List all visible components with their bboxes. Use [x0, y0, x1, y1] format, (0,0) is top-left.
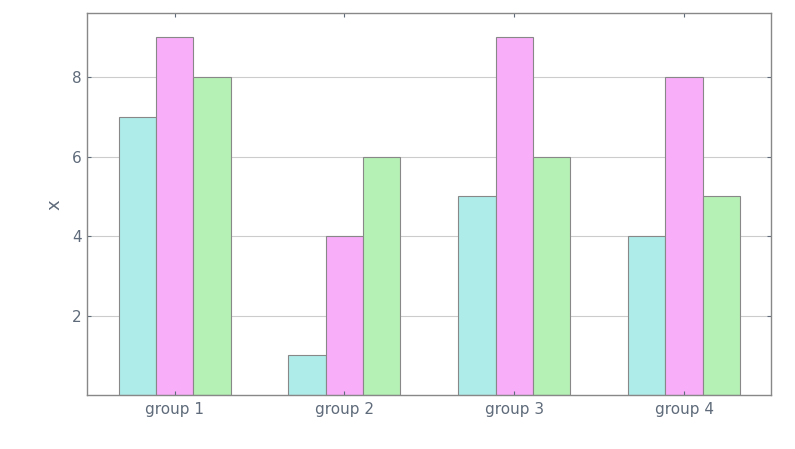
Bar [326, 236, 363, 395]
Bar [665, 77, 703, 395]
Bar [118, 117, 156, 395]
Bar [458, 196, 495, 395]
Bar [193, 77, 231, 395]
Bar [628, 236, 665, 395]
Bar [289, 355, 326, 395]
Bar [703, 196, 740, 395]
Bar [533, 157, 570, 395]
Bar [495, 37, 533, 395]
Bar [156, 37, 193, 395]
Bar [363, 157, 401, 395]
Y-axis label: x: x [46, 199, 64, 210]
